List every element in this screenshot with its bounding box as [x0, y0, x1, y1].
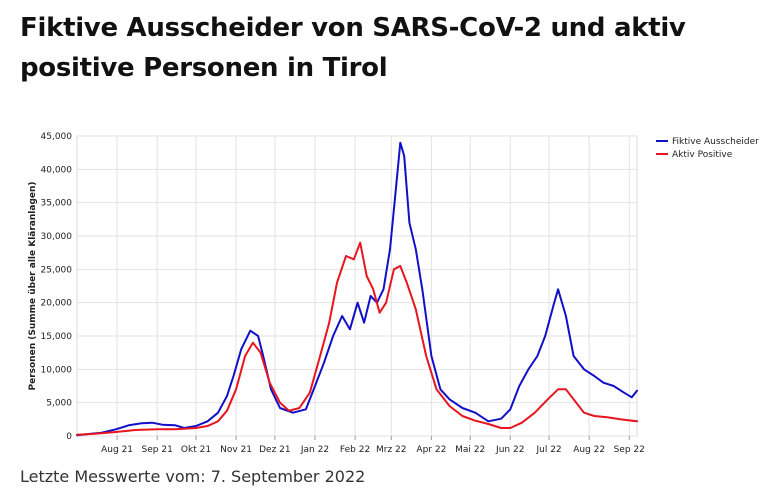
series-line-aktiv-positive	[76, 241, 638, 436]
y-tick-label: 25,000	[41, 265, 73, 275]
x-tick-label: Feb 22	[340, 445, 370, 455]
x-tick-label: Mrz 22	[376, 445, 407, 455]
y-tick-label: 45,000	[41, 132, 73, 142]
x-tick-label: Dez 21	[259, 445, 291, 455]
x-tick-label: Jun 22	[495, 445, 524, 455]
x-tick-label: Okt 21	[181, 445, 211, 455]
plot-area	[76, 135, 638, 437]
y-tick-label: 10,000	[41, 365, 73, 375]
y-axis: 0 5,000 10,000 15,000 20,000 25,000 30,000 35,0…	[41, 132, 73, 442]
y-tick-label: 15,000	[41, 332, 73, 342]
x-tick-label: Jan 22	[300, 445, 329, 455]
y-tick-label: 35,000	[41, 199, 73, 209]
footer-note: Letzte Messwerte vom: 7. September 2022	[20, 467, 366, 486]
legend-label: Aktiv Positive	[672, 150, 733, 160]
y-tick-label: 20,000	[41, 299, 73, 309]
x-tick-label: Mai 22	[455, 445, 485, 455]
x-tick-label: Nov 21	[220, 445, 252, 455]
y-tick-label: 40,000	[41, 165, 73, 175]
x-tick-label: Jul 22	[535, 445, 561, 455]
y-tick-label: 0	[66, 432, 72, 442]
chart: 0 5,000 10,000 15,000 20,000 25,000 30,000 35,0…	[28, 132, 759, 455]
x-axis: Aug 21 Sep 21 Okt 21 Nov 21 Dez 21 Jan 22 Feb …	[101, 445, 645, 455]
x-gridlines	[116, 136, 630, 440]
legend: Fiktive Ausscheider Aktiv Positive	[656, 137, 759, 160]
x-tick-label: Sep 22	[614, 445, 645, 455]
x-tick-label: Aug 22	[573, 445, 605, 455]
x-tick-label: Apr 22	[416, 445, 446, 455]
series-layer	[76, 141, 638, 437]
y-tick-label: 5,000	[46, 399, 72, 409]
x-tick-label: Aug 21	[101, 445, 133, 455]
y-axis-title: Personen (Summe über alle Kläranlagen)	[28, 181, 38, 390]
legend-label: Fiktive Ausscheider	[672, 137, 759, 147]
page-title: Fiktive Ausscheider von SARS-CoV-2 und a…	[20, 13, 686, 83]
y-tick-label: 30,000	[41, 232, 73, 242]
x-tick-label: Sep 21	[142, 445, 173, 455]
